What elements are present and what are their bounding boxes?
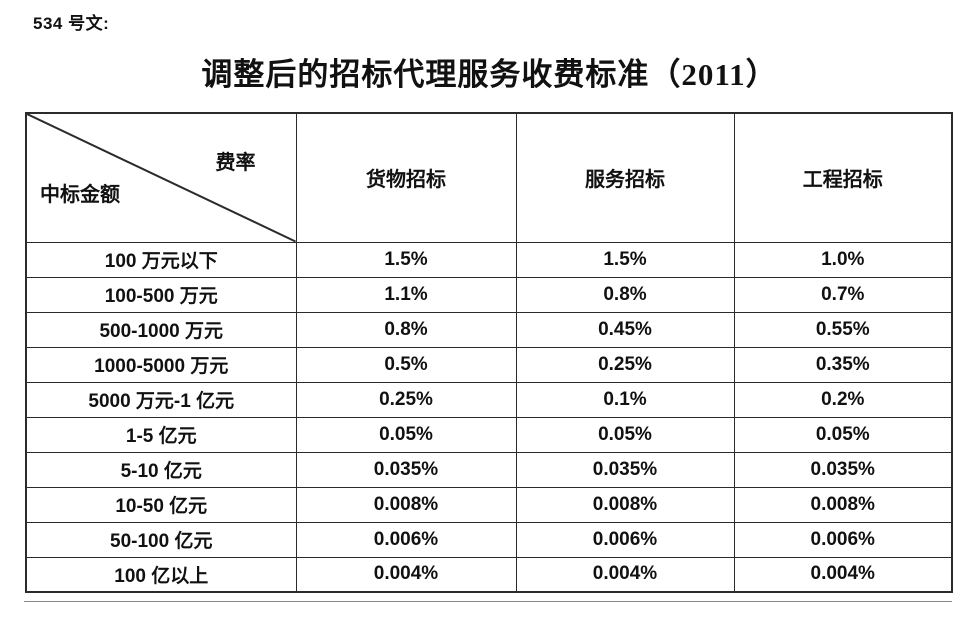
row-label: 5000 万元-1 亿元 [25, 381, 297, 418]
column-header-service-tender: 服务招标 [515, 112, 735, 243]
rate-cell: 1.1% [295, 276, 517, 313]
column-header-goods-tender: 货物招标 [295, 112, 517, 243]
table-row: 500-1000 万元 0.8% 0.45% 0.55% [25, 311, 953, 348]
rate-cell: 0.008% [733, 486, 953, 523]
table-body: 100 万元以下 1.5% 1.5% 1.0% 100-500 万元 1.1% 0.8% 0.… [25, 241, 953, 593]
table-row: 5-10 亿元 0.035% 0.035% 0.035% [25, 451, 953, 488]
table-row: 5000 万元-1 亿元 0.25% 0.1% 0.2% [25, 381, 953, 418]
table-header-row: 费率 中标金额 货物招标 服务招标 工程招标 [25, 112, 953, 243]
rate-cell: 0.008% [515, 486, 735, 523]
rate-cell: 0.8% [295, 311, 517, 348]
row-label: 10-50 亿元 [25, 486, 297, 523]
rate-cell: 0.004% [295, 556, 517, 593]
row-label: 500-1000 万元 [25, 311, 297, 348]
table-row: 1000-5000 万元 0.5% 0.25% 0.35% [25, 346, 953, 383]
rate-cell: 0.05% [295, 416, 517, 453]
bottom-horizontal-rule [24, 601, 952, 602]
rate-cell: 0.006% [295, 521, 517, 558]
rate-cell: 0.035% [515, 451, 735, 488]
rate-cell: 0.35% [733, 346, 953, 383]
rate-cell: 0.5% [295, 346, 517, 383]
rate-cell: 1.5% [295, 241, 517, 278]
table-row: 100 亿以上 0.004% 0.004% 0.004% [25, 556, 953, 593]
rate-cell: 0.25% [515, 346, 735, 383]
rate-cell: 0.006% [515, 521, 735, 558]
table-row: 1-5 亿元 0.05% 0.05% 0.05% [25, 416, 953, 453]
corner-label-bid-amount: 中标金额 [40, 184, 120, 206]
diagonal-divider-line [27, 114, 296, 242]
rate-cell: 0.004% [515, 556, 735, 593]
rate-cell: 0.008% [295, 486, 517, 523]
rate-cell: 0.7% [733, 276, 953, 313]
row-label: 5-10 亿元 [25, 451, 297, 488]
rate-cell: 1.0% [733, 241, 953, 278]
rate-cell: 0.05% [733, 416, 953, 453]
rate-cell: 0.035% [295, 451, 517, 488]
row-label: 1-5 亿元 [25, 416, 297, 453]
corner-label-rate: 费率 [215, 152, 256, 174]
column-header-engineering-tender: 工程招标 [733, 112, 953, 243]
rate-cell: 0.55% [733, 311, 953, 348]
rate-cell: 0.45% [515, 311, 735, 348]
rate-cell: 0.05% [515, 416, 735, 453]
fee-rate-table: 费率 中标金额 货物招标 服务招标 工程招标 100 万元以下 1.5% 1.5% 1… [25, 112, 953, 593]
rate-cell: 0.1% [515, 381, 735, 418]
row-label: 50-100 亿元 [25, 521, 297, 558]
table-row: 10-50 亿元 0.008% 0.008% 0.008% [25, 486, 953, 523]
rate-cell: 0.2% [733, 381, 953, 418]
diagonal-corner-cell: 费率 中标金额 [25, 112, 297, 243]
rate-cell: 0.25% [295, 381, 517, 418]
rate-cell: 0.006% [733, 521, 953, 558]
table-row: 100 万元以下 1.5% 1.5% 1.0% [25, 241, 953, 278]
rate-cell: 1.5% [515, 241, 735, 278]
row-label: 100 万元以下 [25, 241, 297, 278]
doc-number-label: 534 号文: [33, 14, 110, 33]
row-label: 100 亿以上 [25, 556, 297, 593]
rate-cell: 0.8% [515, 276, 735, 313]
row-label: 100-500 万元 [25, 276, 297, 313]
table-row: 100-500 万元 1.1% 0.8% 0.7% [25, 276, 953, 313]
table-row: 50-100 亿元 0.006% 0.006% 0.006% [25, 521, 953, 558]
page-title: 调整后的招标代理服务收费标准（2011） [201, 57, 778, 92]
rate-cell: 0.035% [733, 451, 953, 488]
rate-cell: 0.004% [733, 556, 953, 593]
row-label: 1000-5000 万元 [25, 346, 297, 383]
